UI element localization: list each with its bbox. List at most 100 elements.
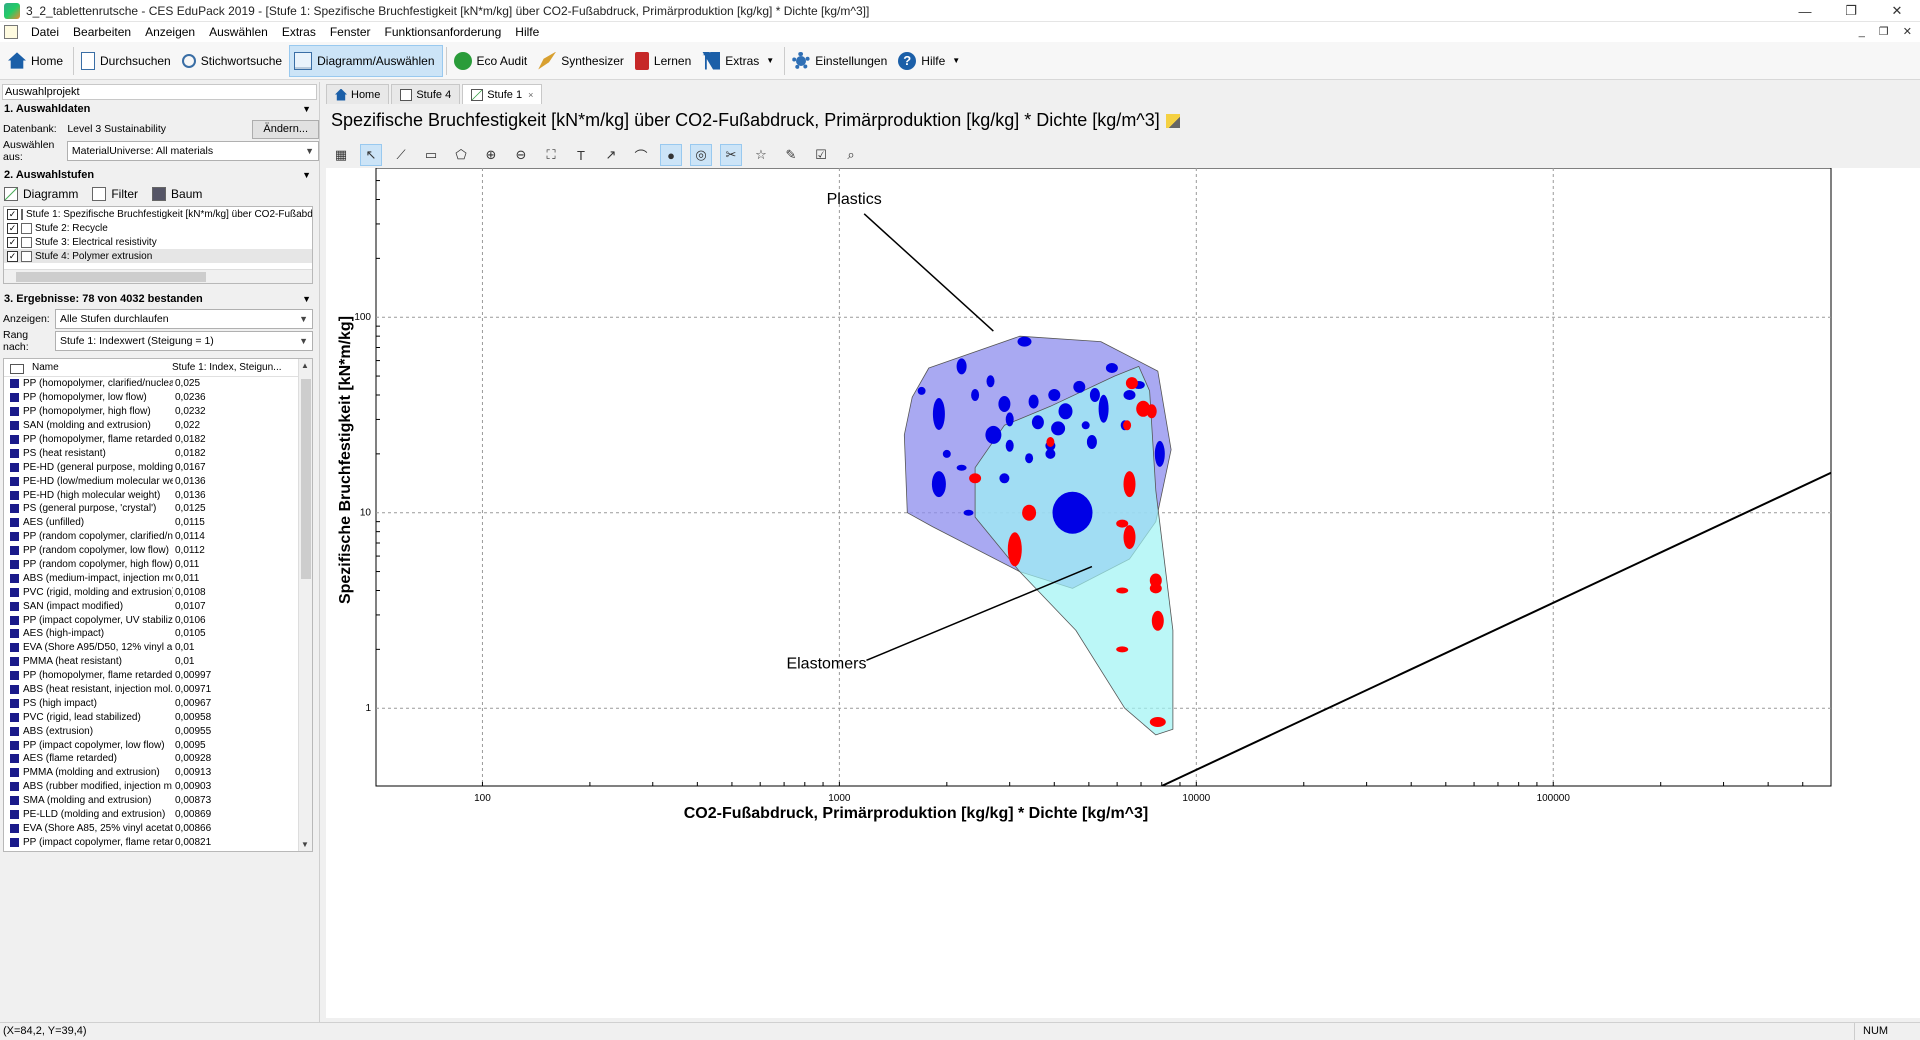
synthesizer-button[interactable]: Synthesizer xyxy=(534,45,631,77)
result-row[interactable]: PVC (rigid, lead stabilized) 0,00958 xyxy=(4,710,312,724)
result-row[interactable]: PE-LLD (molding and extrusion) 0,00869 xyxy=(4,808,312,822)
result-row[interactable]: PE-HD (high molecular weight) 0,0136 xyxy=(4,488,312,502)
zoom-out-icon[interactable]: ⊖ xyxy=(515,147,527,162)
section-results[interactable]: 3. Ergebnisse: 78 von 4032 bestanden ▼ xyxy=(0,290,319,308)
result-row[interactable]: PMMA (molding and extrusion) 0,00913 xyxy=(4,766,312,780)
result-row[interactable]: SMA (molding and extrusion) 0,00873 xyxy=(4,794,312,808)
hide-failed-icon[interactable]: ✂ xyxy=(720,144,742,166)
eco-audit-button[interactable]: Eco Audit xyxy=(450,45,535,77)
polygon-select-icon[interactable]: ⬠ xyxy=(455,147,467,162)
result-row[interactable]: ABS (rubber modified, injection m... 0,00… xyxy=(4,780,312,794)
result-row[interactable]: EVA (Shore A85, 25% vinyl acetate) 0,0086… xyxy=(4,822,312,836)
result-row[interactable]: PP (homopolymer, flame retarded ... 0,018… xyxy=(4,433,312,447)
stage-item-2[interactable]: ✓ Stufe 2: Recycle xyxy=(4,221,312,235)
result-row[interactable]: AES (flame retarded) 0,00928 xyxy=(4,752,312,766)
zoom-fit-icon[interactable]: ⛶ xyxy=(546,147,556,162)
stage-checkbox[interactable]: ✓ xyxy=(7,250,18,262)
result-row[interactable]: AES (high-impact) 0,0105 xyxy=(4,627,312,641)
tab-stage-1[interactable]: Stufe 1 × xyxy=(462,84,543,104)
stage-item-1[interactable]: ✓ Stufe 1: Spezifische Bruchfestigkeit [… xyxy=(4,207,312,221)
scroll-up-icon[interactable]: ▲ xyxy=(301,361,309,370)
column-header-name[interactable]: Name xyxy=(4,362,172,374)
menu-datei[interactable]: Datei xyxy=(31,25,60,39)
menu-extras[interactable]: Extras xyxy=(281,25,316,39)
collapse-icon[interactable]: ▼ xyxy=(302,170,311,180)
rank-dropdown[interactable]: Stufe 1: Indexwert (Steigung = 1) ▼ xyxy=(55,331,313,351)
stage-checkbox[interactable]: ✓ xyxy=(7,236,18,248)
menu-bearbeiten[interactable]: Bearbeiten xyxy=(73,25,132,39)
mdi-minimize-button[interactable]: _ xyxy=(1858,26,1865,38)
chart-svg[interactable]: Plastics Elastomers 100 1000 10000 100000 1 10 1… xyxy=(326,164,1920,1018)
arrow-annotation-icon[interactable]: ↗ xyxy=(605,147,617,162)
help-button[interactable]: ? Hilfe ▼ xyxy=(894,45,967,77)
result-row[interactable]: PS (heat resistant) 0,0182 xyxy=(4,446,312,460)
envelopes-icon[interactable]: ◎ xyxy=(690,144,712,166)
zoom-in-icon[interactable]: ⊕ xyxy=(485,147,497,162)
maximize-button[interactable]: ❐ xyxy=(1845,3,1857,18)
scroll-down-icon[interactable]: ▼ xyxy=(301,840,309,849)
result-row[interactable]: PE-HD (general purpose, molding ... 0,016… xyxy=(4,460,312,474)
stage-item-3[interactable]: ✓ Stufe 3: Electrical resistivity xyxy=(4,235,312,249)
menu-funktionsanforderung[interactable]: Funktionsanforderung xyxy=(384,25,502,39)
result-row[interactable]: PP (random copolymer, low flow) 0,0112 xyxy=(4,544,312,558)
stage-item-4[interactable]: ✓ Stufe 4: Polymer extrusion xyxy=(4,249,312,263)
menu-auswaehlen[interactable]: Auswählen xyxy=(209,25,268,39)
favorites-icon[interactable]: ☆ xyxy=(755,147,767,162)
result-row[interactable]: PMMA (heat resistant) 0,01 xyxy=(4,655,312,669)
mdi-restore-button[interactable]: ❐ xyxy=(1878,26,1889,38)
tab-home[interactable]: Home xyxy=(326,84,390,104)
find-icon[interactable]: ⌕ xyxy=(847,147,855,162)
edit-pencil-icon[interactable] xyxy=(1165,113,1180,128)
result-row[interactable]: PP (homopolymer, low flow) 0,0236 xyxy=(4,391,312,405)
result-row[interactable]: PP (impact copolymer, flame retar... 0,00… xyxy=(4,835,312,849)
collapse-icon[interactable]: ▼ xyxy=(302,104,311,114)
chart-settings-icon[interactable]: ▦ xyxy=(334,147,348,162)
highlight-icon[interactable]: ✎ xyxy=(785,147,797,162)
result-row[interactable]: PS (general purpose, 'crystal') 0,0125 xyxy=(4,502,312,516)
result-row[interactable]: PVC (rigid, molding and extrusion) 0,0108 xyxy=(4,585,312,599)
add-filter-stage-button[interactable]: Filter xyxy=(92,187,138,201)
result-row[interactable]: ABS (medium-impact, injection mol... 0,01… xyxy=(4,571,312,585)
result-row[interactable]: PVC (rigid, high impact, molding a...0,0… xyxy=(4,849,312,852)
minimize-button[interactable]: — xyxy=(1798,3,1812,19)
chart-select-button[interactable]: Diagramm/Auswählen xyxy=(289,44,443,77)
scrollbar-thumb[interactable] xyxy=(301,379,311,579)
document-icon[interactable] xyxy=(4,25,18,39)
result-row[interactable]: AES (unfilled) 0,0115 xyxy=(4,516,312,530)
add-tree-stage-button[interactable]: Baum xyxy=(152,187,202,201)
home-button[interactable]: Home xyxy=(4,45,70,77)
result-row[interactable]: PP (homopolymer, high flow) 0,0232 xyxy=(4,405,312,419)
stage-checkbox[interactable]: ✓ xyxy=(7,208,18,220)
extras-button[interactable]: Extras ▼ xyxy=(698,45,781,77)
stage-list-horizontal-scrollbar[interactable] xyxy=(4,269,312,283)
text-annotation-icon[interactable]: T xyxy=(577,147,585,163)
column-header-value[interactable]: Stufe 1: Index, Steigun... xyxy=(172,362,282,373)
result-row[interactable]: SAN (impact modified) 0,0107 xyxy=(4,599,312,613)
change-database-button[interactable]: Ändern... xyxy=(252,119,319,139)
menu-anzeigen[interactable]: Anzeigen xyxy=(145,25,196,39)
label-icon[interactable]: ☑ xyxy=(815,147,827,162)
result-row[interactable]: PP (impact copolymer, UV stabilized) 0,01… xyxy=(4,613,312,627)
menu-hilfe[interactable]: Hilfe xyxy=(515,25,540,39)
result-row[interactable]: PP (random copolymer, clarified/n... 0,01… xyxy=(4,530,312,544)
mdi-close-button[interactable]: ✕ xyxy=(1902,26,1912,38)
curve-annotation-icon[interactable]: ⌒ xyxy=(634,148,648,164)
collapse-icon[interactable]: ▼ xyxy=(302,294,311,304)
result-row[interactable]: PE-HD (low/medium molecular wei... 0,0136 xyxy=(4,474,312,488)
color-families-icon[interactable]: ● xyxy=(660,144,682,166)
chart-area[interactable]: Plastics Elastomers 100 1000 10000 100000 1 10 1… xyxy=(326,164,1920,1018)
result-row[interactable]: PP (homopolymer, flame retarded ... 0,009… xyxy=(4,669,312,683)
menu-fenster[interactable]: Fenster xyxy=(329,25,371,39)
section-selection-stages[interactable]: 2. Auswahlstufen ▼ xyxy=(0,166,319,184)
result-row[interactable]: ABS (extrusion) 0,00955 xyxy=(4,724,312,738)
result-row[interactable]: PS (high impact) 0,00967 xyxy=(4,696,312,710)
result-row[interactable]: PP (random copolymer, high flow) 0,011 xyxy=(4,558,312,572)
results-vertical-scrollbar[interactable]: ▲ ▼ xyxy=(298,359,312,851)
search-button[interactable]: Stichwortsuche xyxy=(178,45,289,77)
stage-checkbox[interactable]: ✓ xyxy=(7,222,18,234)
pointer-select-icon[interactable]: ↖ xyxy=(360,144,382,166)
result-row[interactable]: ABS (heat resistant, injection mol... 0,0… xyxy=(4,683,312,697)
scrollbar-thumb[interactable] xyxy=(16,272,206,282)
result-row[interactable]: PP (impact copolymer, low flow) 0,0095 xyxy=(4,738,312,752)
learn-button[interactable]: Lernen xyxy=(631,45,698,77)
